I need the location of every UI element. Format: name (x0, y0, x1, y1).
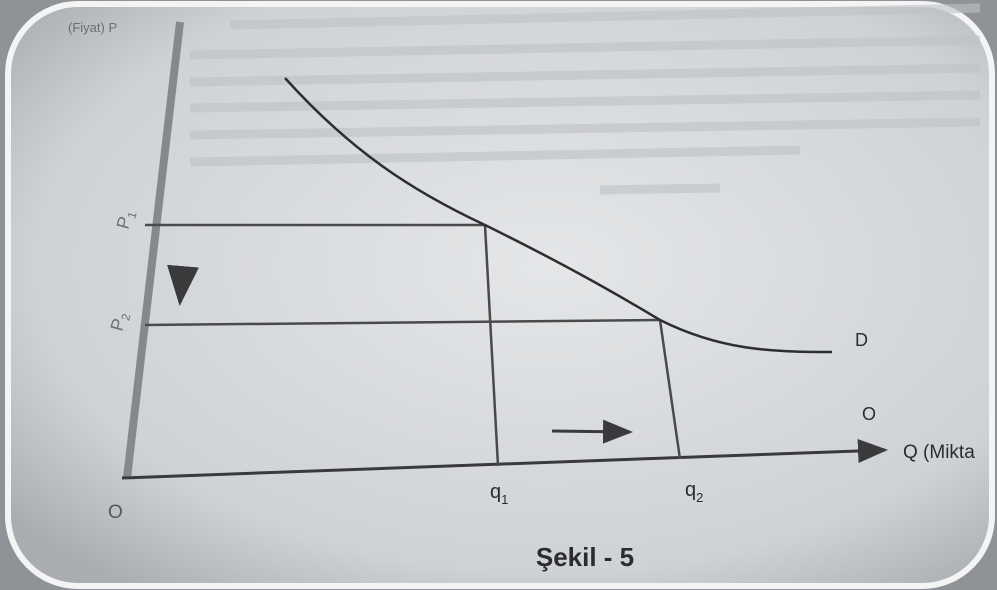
price-label: P2 (107, 309, 134, 333)
x-axis-label: Q (Mikta (903, 442, 975, 463)
quantity-label: q1 (490, 481, 508, 507)
blurred-text (189, 3, 981, 195)
quantity-line (483, 224, 500, 467)
right-arrow (551, 419, 633, 444)
y-axis-label: (Fiyat) P (68, 20, 117, 35)
x-axis (121, 438, 888, 480)
quantity-line (658, 319, 682, 460)
price-label: P1 (113, 207, 140, 231)
demand-curve (284, 77, 833, 354)
y-axis (123, 21, 184, 479)
quantity-label: q2 (685, 479, 703, 505)
demand-label: D (855, 330, 868, 350)
origin-label: O (108, 502, 123, 523)
price-line (144, 318, 661, 327)
supply-label: O (862, 404, 876, 424)
down-arrow (167, 264, 199, 306)
caption: Şekil - 5 (536, 542, 634, 572)
